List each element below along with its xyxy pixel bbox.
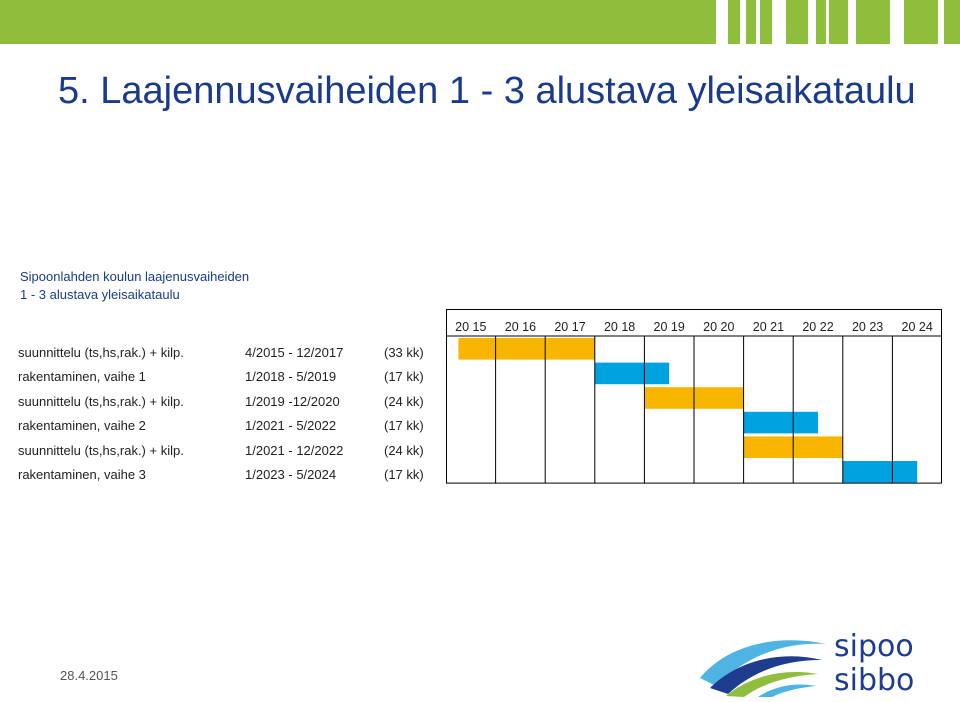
gantt-year-label: 20 19 bbox=[654, 320, 685, 334]
task-duration: (17 kk) bbox=[384, 467, 424, 482]
task-period: 1/2021 - 12/2022 bbox=[245, 443, 344, 458]
task-duration: (24 kk) bbox=[384, 443, 424, 458]
schedule-subtitle: Sipoonlahden koulun laajenusvaiheiden 1 … bbox=[20, 268, 420, 304]
gantt-year-label: 20 16 bbox=[505, 320, 536, 334]
gantt-bar-construction bbox=[743, 411, 818, 434]
sipoo-logo: sipoo sibbo bbox=[698, 630, 928, 697]
band-stripe bbox=[848, 0, 856, 44]
gantt-year-label: 20 21 bbox=[753, 320, 784, 334]
gantt-year-label: 20 18 bbox=[604, 320, 635, 334]
band-stripe bbox=[772, 0, 786, 44]
top-decor-band bbox=[0, 0, 960, 44]
gantt-year-label: 20 20 bbox=[703, 320, 734, 334]
gantt-year-label: 20 15 bbox=[455, 320, 486, 334]
task-name: suunnittelu (ts,hs,rak.) + kilp. bbox=[18, 345, 184, 360]
band-stripe bbox=[716, 0, 728, 44]
gantt-year-label: 20 24 bbox=[902, 320, 933, 334]
gantt-bar-construction bbox=[842, 461, 918, 483]
wave-logo-icon bbox=[700, 640, 826, 697]
logo-word-sibbo: sibbo bbox=[834, 663, 915, 698]
task-name: suunnittelu (ts,hs,rak.) + kilp. bbox=[18, 394, 184, 409]
gantt-year-label: 20 22 bbox=[802, 320, 833, 334]
task-duration: (17 kk) bbox=[384, 418, 424, 433]
subtitle-line-1: Sipoonlahden koulun laajenusvaiheiden bbox=[20, 269, 250, 284]
task-duration: (24 kk) bbox=[384, 394, 424, 409]
slide-title: 5. Laajennusvaiheiden 1 - 3 alustava yle… bbox=[58, 70, 916, 112]
task-period: 4/2015 - 12/2017 bbox=[245, 345, 344, 360]
gantt-year-label: 20 23 bbox=[852, 320, 883, 334]
task-name: suunnittelu (ts,hs,rak.) + kilp. bbox=[18, 443, 184, 458]
gantt-grid: 20 15 20 16 20 17 20 18 20 19 20 20 20 21 20 22… bbox=[446, 309, 942, 484]
band-stripe bbox=[826, 0, 829, 44]
task-period: 1/2019 -12/2020 bbox=[245, 394, 340, 409]
band-stripe bbox=[808, 0, 816, 44]
task-duration: (33 kk) bbox=[384, 345, 424, 360]
task-name: rakentaminen, vaihe 2 bbox=[18, 418, 146, 433]
band-stripe bbox=[740, 0, 746, 44]
band-stripe bbox=[756, 0, 760, 44]
gantt-bar-planning bbox=[458, 338, 595, 360]
band-stripe bbox=[890, 0, 904, 44]
subtitle-line-2: 1 - 3 alustava yleisaikataulu bbox=[20, 287, 180, 302]
gantt-chart: 20 15 20 16 20 17 20 18 20 19 20 20 20 21 20 22… bbox=[446, 309, 942, 484]
task-duration: (17 kk) bbox=[384, 369, 424, 384]
logo-word-sipoo: sipoo bbox=[834, 629, 914, 664]
task-period: 1/2023 - 5/2024 bbox=[245, 467, 337, 482]
band-stripe bbox=[938, 0, 944, 44]
footer-date: 28.4.2015 bbox=[60, 668, 118, 683]
task-period: 1/2021 - 5/2022 bbox=[245, 418, 337, 433]
task-period: 1/2018 - 5/2019 bbox=[245, 369, 337, 384]
task-name: rakentaminen, vaihe 1 bbox=[18, 369, 146, 384]
gantt-bar-construction bbox=[594, 362, 670, 385]
gantt-year-label: 20 17 bbox=[554, 320, 585, 334]
task-name: rakentaminen, vaihe 3 bbox=[18, 467, 146, 482]
